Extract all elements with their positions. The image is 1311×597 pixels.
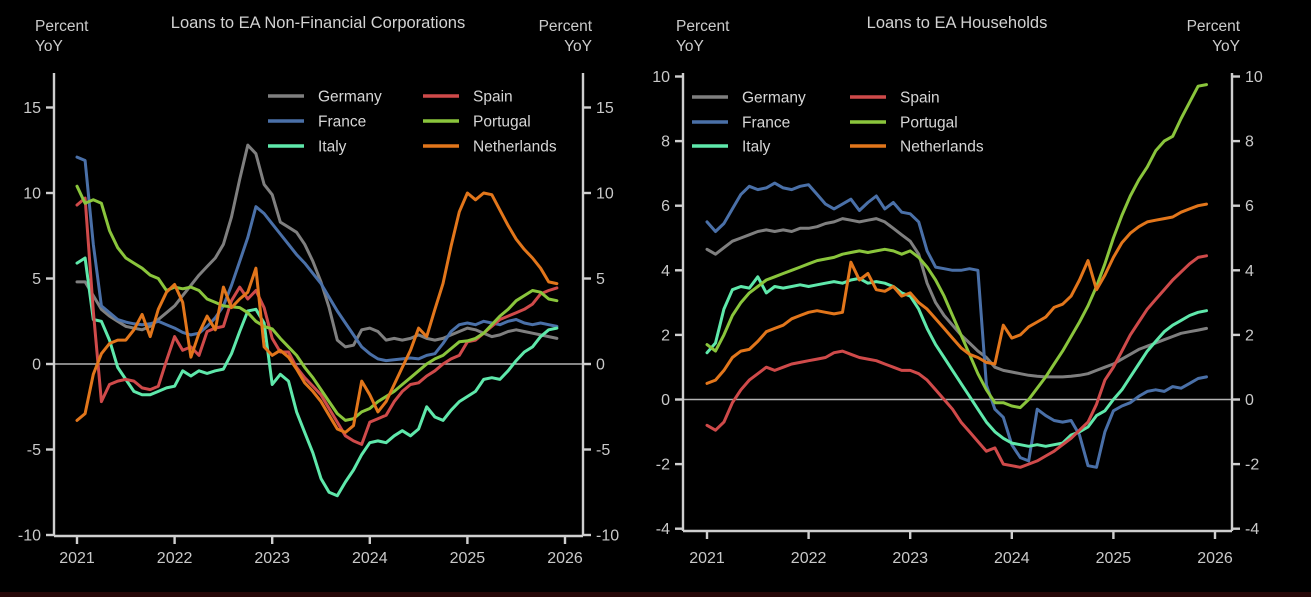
y-tick-label-right: -10 (596, 528, 619, 545)
left-chart-title: Loans to EA Non-Financial Corporations (170, 14, 466, 32)
y-tick-label-right: -4 (1245, 521, 1259, 538)
y-tick-label-left: 0 (32, 357, 41, 374)
unit-line-yoy: YoY (564, 38, 592, 55)
unit-line-percent: Percent (538, 18, 592, 35)
y-tick-label-right: 4 (1245, 263, 1254, 280)
y-tick-label-right: 0 (1245, 392, 1254, 409)
y-tick-label-right: 8 (1245, 134, 1254, 151)
series-line-netherlands (75, 191, 559, 434)
series-line-netherlands (705, 202, 1208, 385)
legend-label-italy: Italy (742, 139, 771, 156)
legend-label-portugal: Portugal (900, 115, 958, 132)
series-line-italy (75, 256, 559, 498)
x-tick-label: 2022 (157, 550, 193, 567)
right-chart-unit-label-right: Percent YoY (1140, 17, 1240, 57)
right-chart-unit-label-left: Percent YoY (676, 17, 729, 57)
legend-label-france: France (742, 115, 790, 132)
legend-label-netherlands: Netherlands (900, 139, 984, 156)
x-tick-label: 2021 (59, 550, 95, 567)
x-tick-label: 2026 (1197, 550, 1233, 567)
series-line-germany (75, 143, 559, 349)
y-tick-label-right: 15 (596, 100, 614, 117)
legend-label-italy: Italy (318, 139, 347, 156)
y-tick-label-right: 2 (1245, 327, 1254, 344)
y-tick-label-left: -4 (656, 521, 670, 538)
series-line-portugal (75, 184, 559, 422)
y-tick-label-right: 0 (596, 357, 605, 374)
left-chart-unit-label-right: Percent YoY (492, 17, 592, 57)
y-tick-label-right: 10 (596, 186, 614, 203)
y-tick-label-left: 10 (652, 69, 670, 86)
y-tick-label-right: 10 (1245, 69, 1263, 86)
legend-label-france: France (318, 114, 366, 131)
legend-label-portugal: Portugal (473, 114, 531, 131)
legend-label-germany: Germany (318, 89, 382, 106)
bottom-accent-strip (0, 592, 1311, 597)
unit-line-percent: Percent (676, 18, 730, 35)
y-tick-label-left: 0 (661, 392, 670, 409)
x-tick-label: 2024 (352, 550, 388, 567)
y-tick-label-left: 10 (23, 186, 41, 203)
y-tick-label-left: -5 (27, 442, 41, 459)
y-tick-label-left: 6 (661, 198, 670, 215)
y-tick-label-right: -2 (1245, 457, 1259, 474)
legend-label-spain: Spain (473, 89, 513, 106)
y-tick-label-left: 15 (23, 100, 41, 117)
x-tick-label: 2021 (689, 550, 725, 567)
x-tick-label: 2025 (1096, 550, 1132, 567)
x-tick-label: 2024 (994, 550, 1030, 567)
x-tick-label: 2023 (254, 550, 290, 567)
x-tick-label: 2025 (450, 550, 486, 567)
series-line-france (705, 181, 1208, 469)
x-tick-label: 2023 (892, 550, 928, 567)
series-line-germany (705, 217, 1208, 379)
x-tick-label: 2022 (791, 550, 827, 567)
unit-line-percent: Percent (35, 18, 89, 35)
legend-label-germany: Germany (742, 90, 806, 107)
right-chart-title: Loans to EA Households (866, 14, 1048, 32)
y-tick-label-right: -5 (596, 442, 610, 459)
legend-label-spain: Spain (900, 90, 940, 107)
x-tick-label: 2026 (547, 550, 583, 567)
series-line-spain (705, 254, 1208, 469)
y-tick-label-left: 5 (32, 271, 41, 288)
unit-line-percent: Percent (1186, 18, 1240, 35)
y-tick-label-left: 8 (661, 134, 670, 151)
y-tick-label-left: 2 (661, 327, 670, 344)
y-tick-label-right: 5 (596, 271, 605, 288)
legend-label-netherlands: Netherlands (473, 139, 557, 156)
unit-line-yoy: YoY (1212, 38, 1240, 55)
y-tick-label-left: -2 (656, 457, 670, 474)
unit-line-yoy: YoY (35, 38, 63, 55)
unit-line-yoy: YoY (676, 38, 704, 55)
y-tick-label-left: -10 (18, 528, 41, 545)
series-line-france (75, 155, 559, 363)
y-tick-label-right: 6 (1245, 198, 1254, 215)
y-tick-label-left: 4 (661, 263, 670, 280)
series-line-portugal (705, 83, 1208, 410)
series-line-italy (705, 275, 1208, 448)
left-chart-unit-label-left: Percent YoY (35, 17, 88, 57)
